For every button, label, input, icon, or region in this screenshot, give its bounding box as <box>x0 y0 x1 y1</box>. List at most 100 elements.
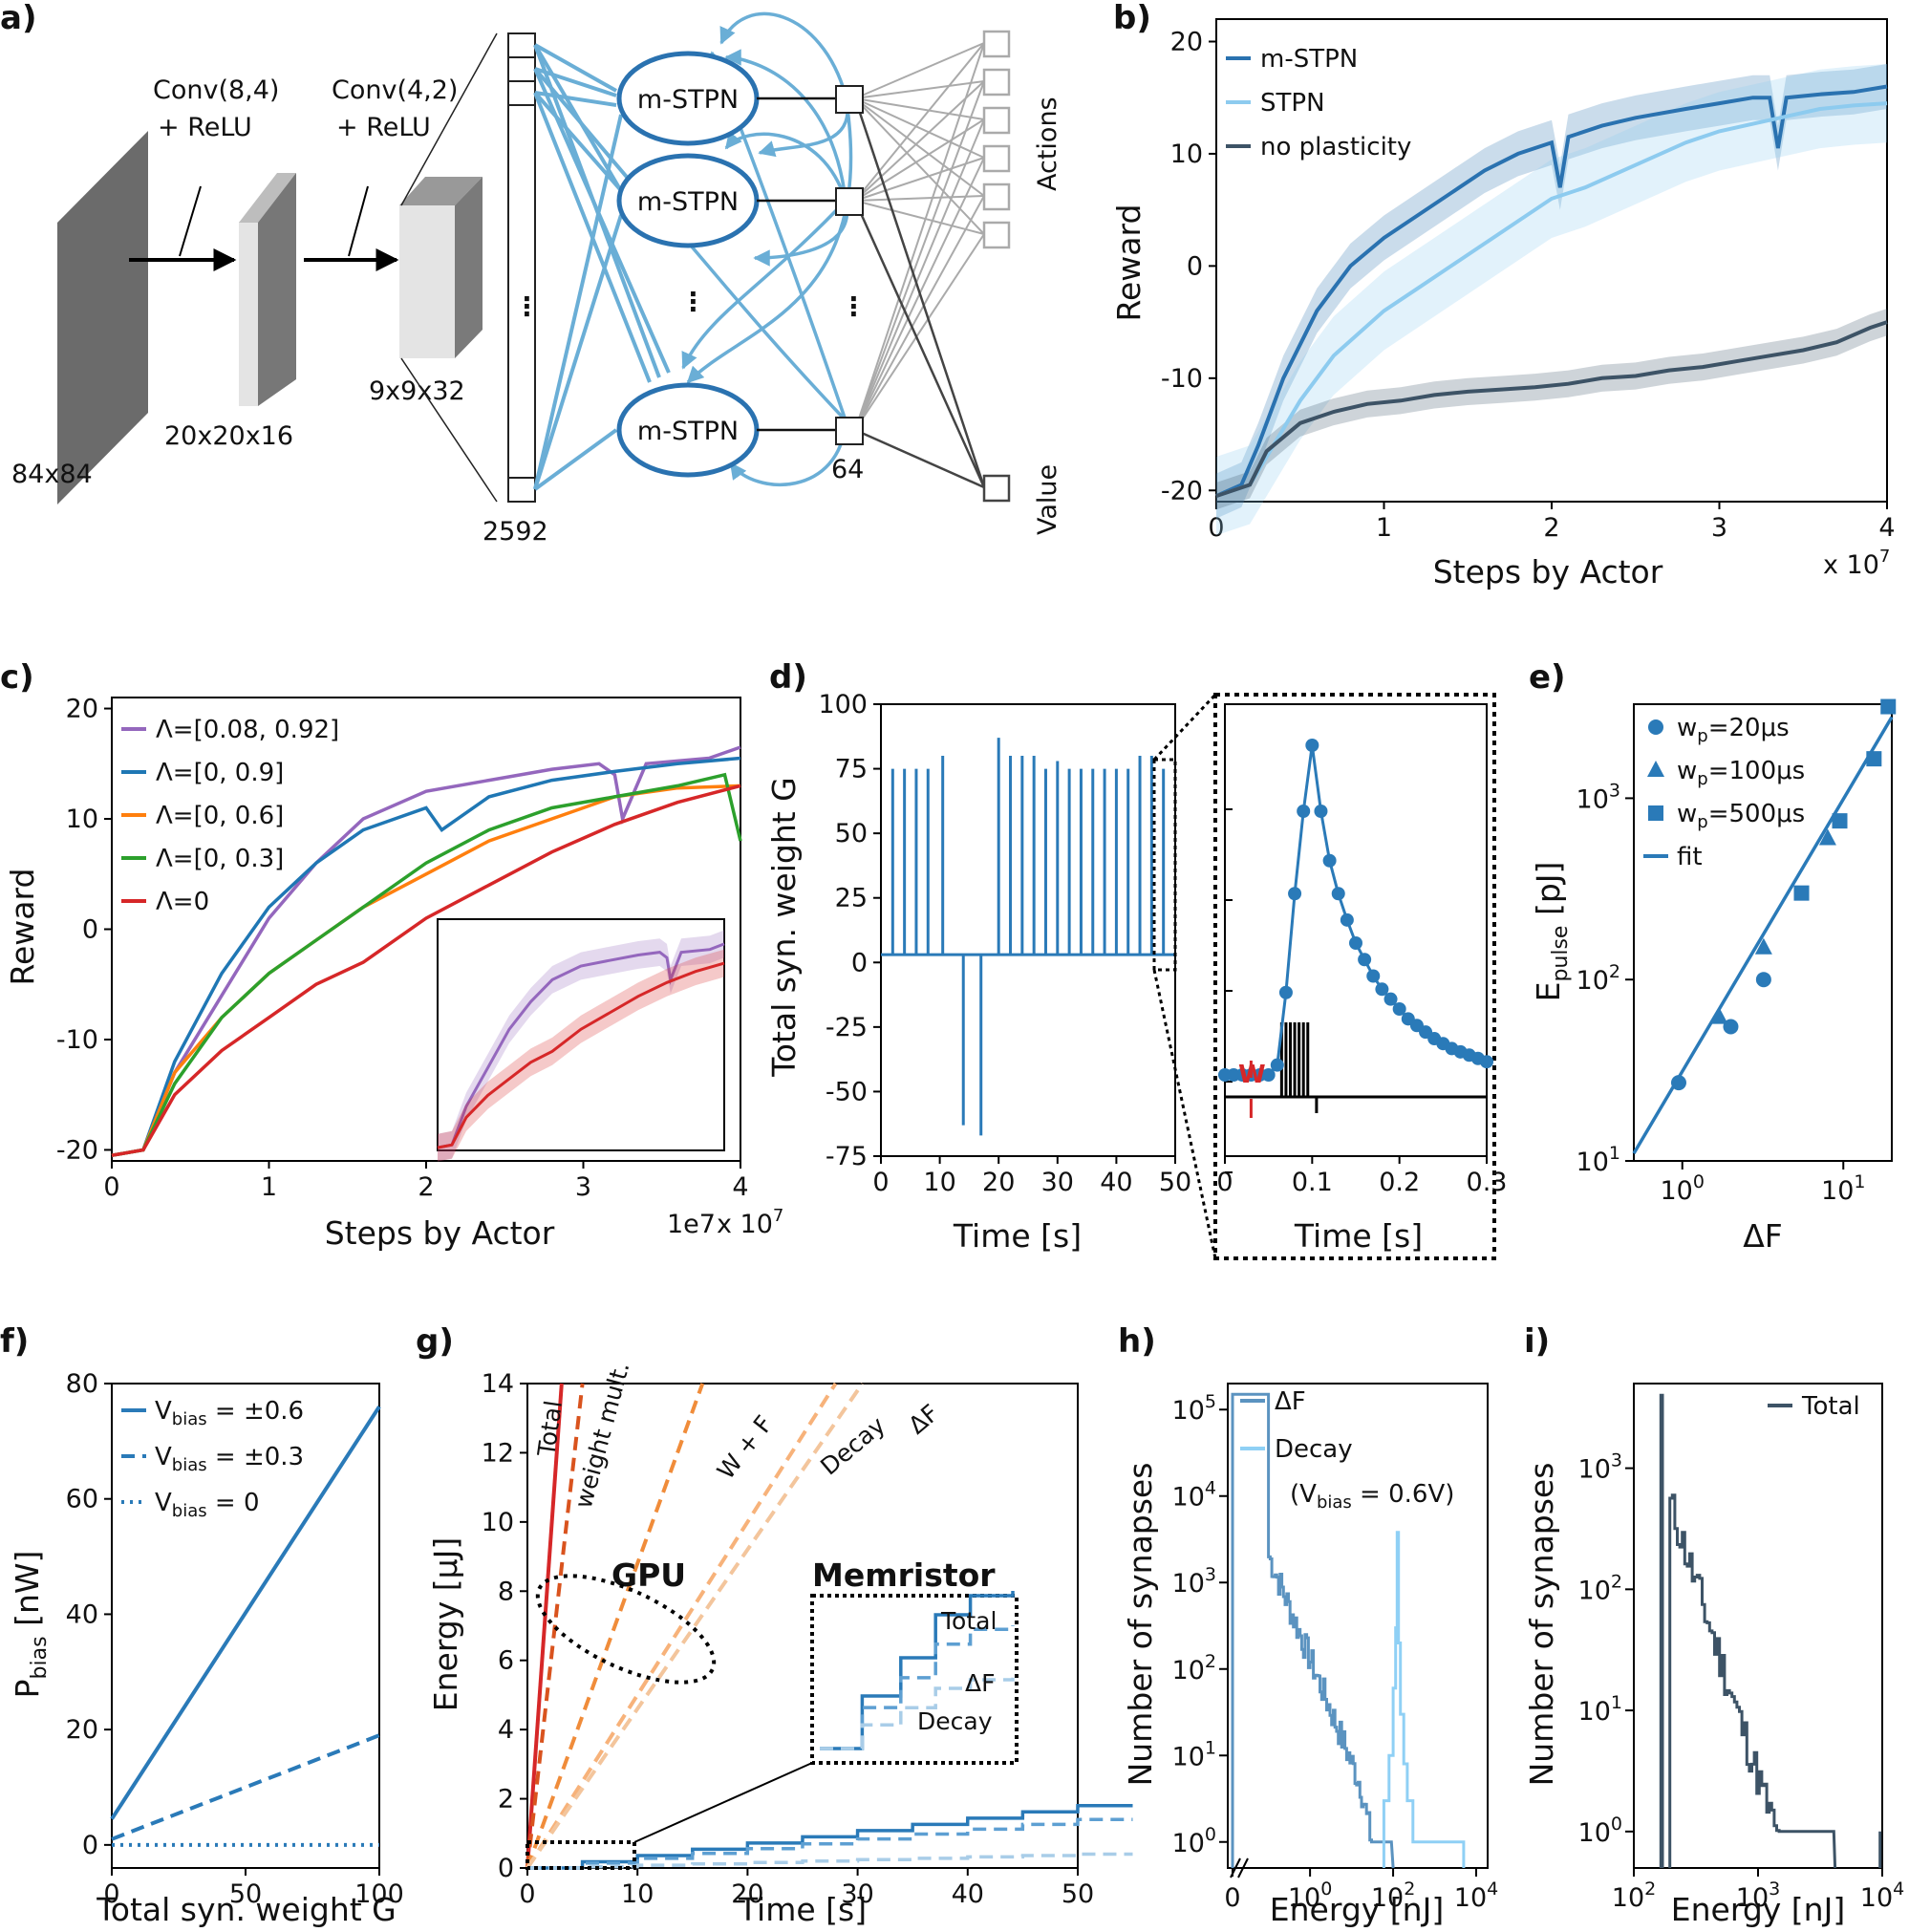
panel-g-axes <box>526 1383 1079 1869</box>
b-xtick-label-0: 0 <box>1208 513 1224 543</box>
value-node <box>982 474 1011 503</box>
d-inset-point-18 <box>1375 982 1389 997</box>
f-xtick-label-0: 0 <box>103 1879 119 1909</box>
g-gpu-line-1 <box>526 1383 585 1869</box>
h-ytick-label-0: 100 <box>1172 1824 1216 1858</box>
e-triangle-1 <box>1754 937 1772 955</box>
conv1-block-top <box>239 173 296 223</box>
h-decay-note: (Vbias = 0.6V) <box>1290 1480 1454 1513</box>
flatten-dots: ⋮ <box>514 292 540 322</box>
f-legend-text-1: Vbias = ±0.3 <box>155 1443 304 1475</box>
d-xtick-label-0: 0 <box>872 1168 889 1197</box>
panel-i-legend: Total <box>1768 1392 1860 1421</box>
panel-d-zoom-frame <box>1213 693 1496 1260</box>
g-mem-line-1 <box>527 1817 1133 1870</box>
d-inset-point-9 <box>1297 805 1311 818</box>
e-square-1 <box>1832 813 1848 829</box>
panel-g-xlabel: Time [s] <box>738 1891 867 1928</box>
panel-f-lines <box>110 1406 381 1847</box>
conv2-line2: + ReLU <box>336 113 431 142</box>
h-xtick-label-1: 100 <box>1288 1878 1332 1913</box>
conv1-block-front <box>239 223 258 406</box>
e-legend-text-1: wp=100μs <box>1677 757 1805 789</box>
c-series-1 <box>111 756 741 1157</box>
g-inset-decay-label: Decay <box>917 1707 993 1735</box>
panel-g-label: g) <box>416 1322 454 1361</box>
g-xtick-label-5: 50 <box>1062 1879 1094 1909</box>
conv2-block-side <box>455 177 483 358</box>
b-legend-text-1: STPN <box>1260 89 1325 118</box>
g-inset-df-label: ΔF <box>965 1669 995 1697</box>
d-inset-point-19 <box>1383 992 1398 1006</box>
panel-a-label: a) <box>0 0 36 37</box>
b-legend-text-2: no plasticity <box>1260 133 1411 161</box>
panel-e-axes <box>1633 703 1893 1162</box>
c-series-4 <box>111 784 741 1157</box>
d-xtick-label-3: 30 <box>1041 1168 1074 1197</box>
b-series-2 <box>1215 320 1888 498</box>
d-inset-point-11 <box>1314 805 1328 818</box>
panel-f-legend: Vbias = ±0.6 Vbias = ±0.3 Vbias = 0 <box>121 1397 304 1521</box>
b-series-0 <box>1215 84 1888 498</box>
f-legend-text-0: Vbias = ±0.6 <box>155 1397 304 1429</box>
conv1-pointer <box>179 185 202 257</box>
c-legend-text-1: Λ=[0, 0.9] <box>156 759 284 787</box>
value-label: Value <box>1033 464 1062 535</box>
panel-e-xlabel: ΔF <box>1743 1217 1783 1255</box>
e-legend-circle <box>1648 719 1663 735</box>
g-xtick-label-1: 10 <box>621 1879 654 1909</box>
e-square-0 <box>1793 885 1810 901</box>
panel-c-ticks: 0 1 2 3 4 -20 -10 0 10 20 <box>56 695 749 1202</box>
e-triangle-0 <box>1710 1007 1728 1024</box>
panel-e: e) 100 101 101 102 103 wp=20μs wp=100μs wp=500… <box>1529 658 1897 1255</box>
conv2-block-front <box>399 205 455 358</box>
c-ytick-label-2: 0 <box>82 915 98 945</box>
f-ytick-label-2: 40 <box>66 1599 98 1629</box>
panel-i-xlabel: Energy [nJ] <box>1671 1891 1845 1928</box>
g-ytick-label-5: 10 <box>482 1508 514 1537</box>
m-stpn-label-1: m-STPN <box>637 85 739 115</box>
g-weight-mult-label: weight mult. <box>569 1359 635 1511</box>
d-inset-point-6 <box>1270 1058 1284 1072</box>
e-legend-text-2: wp=500μs <box>1677 800 1805 832</box>
panel-d-xlabel: Time [s] <box>953 1217 1082 1255</box>
input-connections <box>533 43 671 491</box>
g-df-label: ΔF <box>903 1399 944 1439</box>
b-xtick-label-1: 1 <box>1376 513 1392 543</box>
hidden-node-2 <box>835 187 864 216</box>
panel-d-axes <box>880 703 1176 1157</box>
f-series-1 <box>111 1733 380 1841</box>
panel-c-inset <box>437 918 725 1151</box>
b-ytick-label-4: 20 <box>1170 27 1203 56</box>
panel-b-xlabel: Steps by Actor <box>1433 553 1663 590</box>
h-axis-break-1 <box>1230 1857 1241 1878</box>
g-xtick-label-4: 40 <box>952 1879 984 1909</box>
g-decay-label: Decay <box>815 1411 890 1481</box>
panel-c-lines <box>111 745 742 1157</box>
c-legend-text-2: Λ=[0, 0.6] <box>156 802 284 830</box>
panel-i-histogram <box>1659 1393 1882 1869</box>
c-ytick-label-0: -20 <box>56 1135 98 1165</box>
d-inset-point-8 <box>1288 887 1302 901</box>
d-ytick-label-3: 0 <box>851 948 868 977</box>
panel-c-offset: 1e7 <box>667 1210 716 1239</box>
panel-c-inset-lines <box>437 930 725 1162</box>
actions-label: Actions <box>1033 97 1062 191</box>
b-ytick-label-3: 10 <box>1170 140 1203 169</box>
b-ytick-label-1: -10 <box>1161 364 1203 394</box>
panel-b-exponent: x 107 <box>1823 547 1890 580</box>
f-ytick-label-1: 20 <box>66 1715 98 1745</box>
h-ytick-label-5: 105 <box>1172 1391 1216 1426</box>
e-legend-text-3: fit <box>1677 843 1703 871</box>
g-zoom-box <box>526 1840 636 1870</box>
d-inset-curve <box>1225 744 1488 1077</box>
panel-e-legend: wp=20μs wp=100μs wp=500μs fit <box>1643 714 1805 871</box>
g-ytick-label-2: 4 <box>498 1715 514 1745</box>
d-inset-point-13 <box>1331 887 1345 901</box>
c-ytick-label-3: 10 <box>66 805 98 834</box>
g-inset-line-1 <box>820 1625 1015 1750</box>
panel-g-lines <box>526 1382 1133 1870</box>
panel-c-exponent: x 107 <box>717 1206 783 1239</box>
